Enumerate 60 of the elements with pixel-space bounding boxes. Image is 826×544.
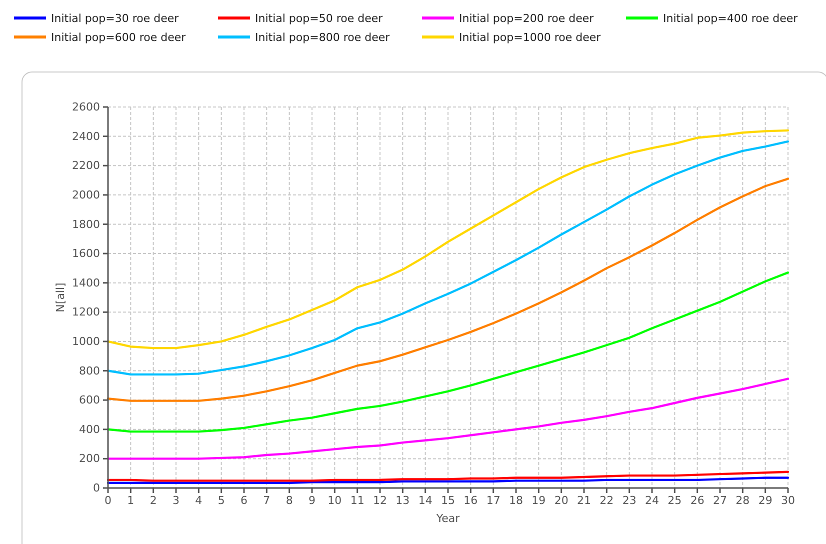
x-tick-label: 2 [150,494,157,507]
line-series [106,178,790,402]
x-tick-label: 18 [509,494,523,507]
x-tick-label: 27 [713,494,727,507]
y-tick-label: 600 [79,394,100,407]
y-tick-label: 1200 [72,306,100,319]
x-tick-label: 28 [736,494,750,507]
legend-label: Initial pop=1000 roe deer [459,31,602,44]
y-tick-label: 400 [79,422,100,436]
x-tick-label: 22 [600,494,614,507]
x-tick-label: 16 [464,494,478,507]
x-tick-label: 0 [104,494,112,507]
line-series [106,470,790,482]
y-tick-label: 1000 [72,334,100,348]
y-tick-label: 2600 [72,100,100,114]
y-tick-label: 200 [79,452,100,466]
x-tick-label: 29 [758,494,772,507]
x-tick-label: 17 [486,494,500,507]
x-tick-label: 10 [328,494,342,507]
y-tick-label: 2000 [72,188,100,202]
x-tick-label: 12 [373,494,387,507]
y-tick-label: 2400 [72,130,100,143]
x-tick-label: 21 [577,494,591,507]
x-tick-label: 7 [263,494,270,507]
legend-label: Initial pop=800 roe deer [255,31,390,44]
legend-label: Initial pop=200 roe deer [459,12,594,25]
x-axis-title: Year [435,512,460,525]
y-axis-title: N[all] [54,282,67,312]
legend-label: Initial pop=600 roe deer [51,31,186,44]
line-series [106,129,790,350]
x-tick-label: 30 [781,494,795,507]
y-tick-label: 0 [93,482,100,495]
x-tick-label: 14 [418,494,432,507]
x-tick-label: 1 [127,494,134,507]
legend-label: Initial pop=30 roe deer [51,12,180,25]
legend-label: Initial pop=400 roe deer [663,12,798,25]
x-tick-label: 8 [286,494,293,507]
line-series [106,378,790,460]
x-tick-label: 15 [441,494,455,507]
x-tick-label: 13 [396,494,410,507]
x-tick-label: 19 [532,494,546,507]
x-tick-label: 11 [350,494,364,507]
line-series [106,140,790,376]
x-tick-label: 26 [690,494,704,507]
x-tick-label: 23 [622,494,636,507]
y-tick-label: 1600 [72,247,100,260]
line-series [106,271,790,433]
y-tick-label: 1400 [72,276,100,290]
legend-label: Initial pop=50 roe deer [255,12,384,25]
y-tick-label: 800 [79,364,100,378]
x-tick-label: 20 [554,494,568,507]
y-tick-label: 1800 [72,218,100,231]
x-tick-label: 5 [218,494,225,507]
y-tick-label: 2200 [72,159,100,172]
x-tick-label: 4 [195,494,202,507]
x-tick-label: 9 [308,494,316,507]
x-tick-label: 3 [172,494,180,507]
x-tick-label: 25 [668,494,682,507]
x-tick-label: 24 [645,494,659,507]
x-tick-label: 6 [240,494,248,507]
